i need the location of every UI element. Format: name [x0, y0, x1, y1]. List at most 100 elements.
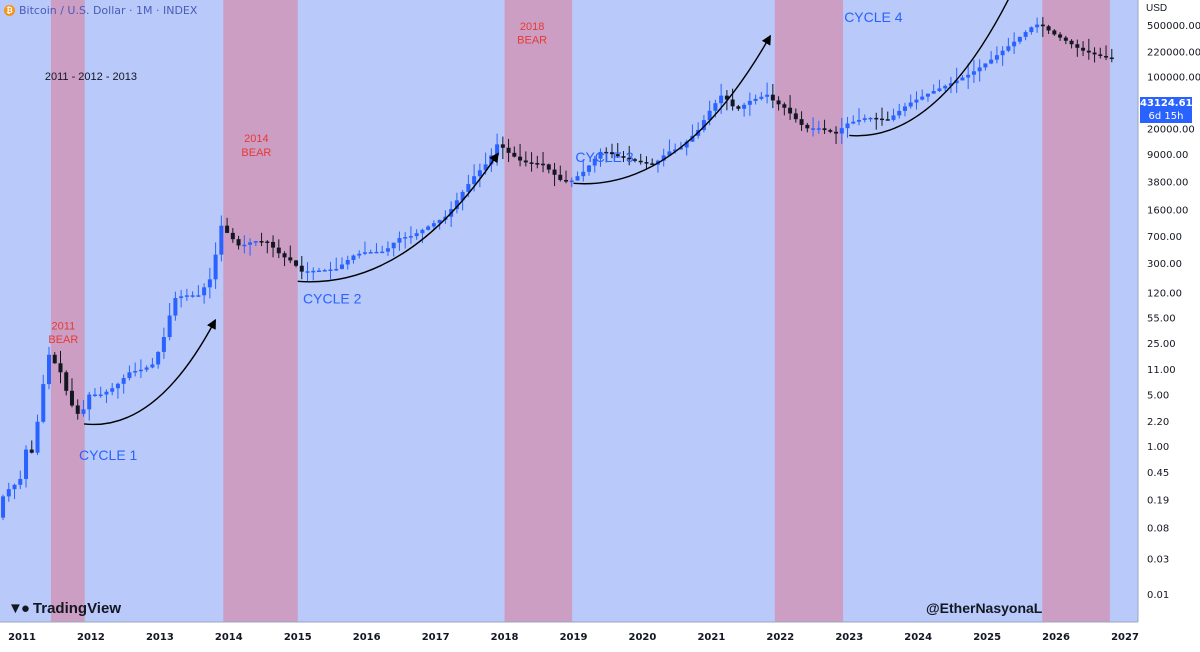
chart-annotation: 2011 - 2012 - 2013 [45, 71, 137, 83]
candle-body [604, 151, 609, 154]
bear-band [50, 0, 85, 622]
candle-body [12, 484, 17, 490]
candle-body [213, 254, 218, 280]
symbol-line: Bitcoin / U.S. Dollar · 1M · INDEX [19, 3, 198, 17]
candle-body [891, 115, 896, 120]
cycle-arrow [849, 0, 1009, 137]
candle-body [736, 106, 741, 109]
candle-body [207, 279, 212, 288]
candle-body [483, 164, 488, 171]
candle-body [684, 141, 689, 148]
candle-body [638, 160, 643, 163]
x-tick-label: 2019 [560, 632, 588, 643]
candle-body [931, 91, 936, 94]
candle-body [793, 113, 798, 120]
candle-body [701, 120, 706, 130]
candle-body [845, 123, 850, 129]
candle-body [1092, 52, 1097, 55]
candle-body [161, 337, 166, 352]
candle-body [138, 369, 143, 372]
candle-body [782, 104, 787, 108]
x-tick-label: 2015 [284, 632, 312, 643]
candle-body [230, 232, 235, 240]
currency-label[interactable]: USD [1146, 3, 1168, 14]
candle-body [587, 165, 592, 172]
tradingview-brand: TradingView [32, 600, 121, 617]
candle-body [535, 163, 540, 165]
x-tick-label: 2024 [904, 632, 932, 643]
candle-body [575, 176, 580, 181]
candle-body [24, 449, 29, 479]
candle-body [690, 135, 695, 142]
candle-body [150, 364, 155, 368]
candle-body [839, 128, 844, 134]
candle-body [569, 180, 574, 183]
candle-body [713, 103, 718, 111]
candle-body [564, 179, 569, 182]
candle-body [311, 270, 316, 273]
candle-body [541, 163, 546, 166]
candle-body [288, 257, 293, 261]
candle-body [902, 106, 907, 111]
candle-body [552, 169, 557, 175]
candle-body [908, 102, 913, 107]
x-tick-label: 2013 [146, 632, 174, 643]
candle-body [179, 296, 184, 299]
candle-body [225, 225, 230, 233]
bear-band [774, 0, 844, 622]
annotations: 2011BEAR2014BEAR2018BEAR2022BEAR2026BEAR… [45, 9, 903, 463]
candle-body [414, 233, 419, 237]
y-tick-label: 55.00 [1147, 314, 1176, 325]
candle-body [529, 162, 534, 164]
candle-body [454, 200, 459, 210]
candle-body [506, 147, 511, 153]
chart-annotation: 2011 [52, 320, 76, 332]
candle-body [29, 449, 34, 453]
candle-body [431, 223, 436, 227]
x-axis-ticks: 2011 2012 2013 2014 2015 2016 2017 2018 2019 2020… [8, 632, 1139, 643]
candle-body [1058, 34, 1063, 38]
candle-body [104, 391, 109, 395]
candle-body [598, 151, 603, 159]
candle-body [925, 93, 930, 97]
x-tick-label: 2021 [697, 632, 725, 643]
candle-body [948, 83, 953, 86]
y-tick-label: 25.00 [1147, 339, 1176, 350]
candle-body [1040, 24, 1045, 27]
tradingview-logo[interactable]: ▼● TradingView [8, 600, 121, 617]
candle-body [707, 110, 712, 121]
candle-body [87, 394, 92, 410]
candle-body [1006, 46, 1011, 51]
time-axis-panel [0, 622, 1200, 652]
candle-body [115, 383, 120, 389]
candle-body [1017, 36, 1022, 42]
candle-body [127, 372, 132, 379]
candle-body [41, 384, 46, 422]
candle-body [609, 152, 614, 155]
candle-body [678, 147, 683, 150]
candle-body [58, 363, 63, 373]
candle-body [385, 248, 390, 252]
candle-body [81, 409, 86, 414]
author-handle: @EtherNasyonaL [926, 600, 1043, 616]
chart-annotation: CYCLE 1 [79, 447, 138, 463]
candle-body [719, 95, 724, 104]
candle-body [816, 128, 821, 130]
y-tick-label: 220000.00 [1147, 47, 1200, 58]
symbol-header[interactable]: ₿ Bitcoin / U.S. Dollar · 1M · INDEX [4, 2, 197, 18]
candle-body [862, 118, 867, 120]
candle-body [408, 236, 413, 238]
x-tick-label: 2027 [1111, 632, 1139, 643]
chart-annotation: CYCLE 4 [844, 9, 903, 25]
cycle-arrow [83, 318, 216, 426]
candle-body [368, 252, 373, 254]
x-tick-label: 2022 [766, 632, 794, 643]
candle-body [92, 394, 97, 397]
candle-body [460, 191, 465, 201]
candle-body [420, 229, 425, 234]
candle-body [811, 128, 816, 130]
chart-annotation: BEAR [48, 334, 78, 346]
candle-body [874, 117, 879, 120]
candle-body [18, 478, 23, 485]
